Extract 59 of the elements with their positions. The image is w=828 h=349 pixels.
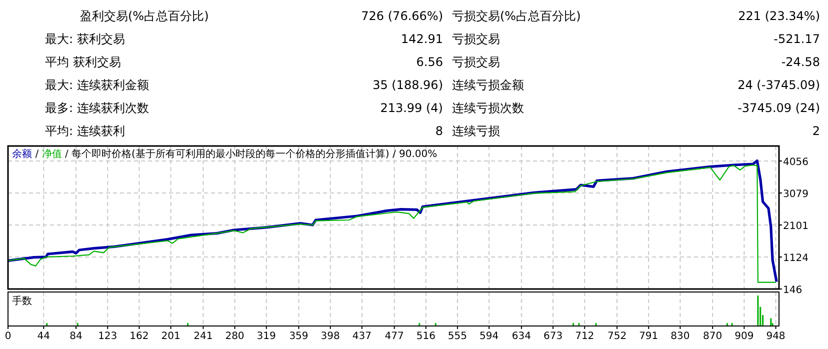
x-tick-label: 359	[289, 331, 308, 342]
text: 连续亏损金额	[452, 78, 524, 92]
text: 24 (-3745.09)	[738, 78, 820, 92]
y-tick-label: 3079	[783, 188, 808, 200]
x-tick-label: 555	[448, 331, 468, 342]
x-tick-label: 830	[670, 331, 690, 342]
y-tick-label: 4056	[783, 156, 808, 168]
text: 213.99 (4)	[380, 101, 443, 115]
x-tick-label: 594	[480, 331, 499, 342]
text: 6.56	[416, 55, 443, 69]
text: 亏损交易	[452, 55, 500, 69]
text: 726 (76.66%)	[361, 9, 443, 23]
text: 余额	[12, 148, 32, 160]
text: 最大: 连续获利金额	[45, 78, 149, 92]
text: -24.58	[781, 55, 820, 69]
x-tick-label: 870	[703, 331, 722, 342]
text: 净值	[42, 148, 62, 160]
x-tick-label: 909	[734, 331, 754, 342]
text: 142.91	[401, 32, 443, 46]
x-tick-label: 398	[320, 331, 340, 342]
x-tick-label: 319	[256, 331, 276, 342]
text: 连续亏损次数	[452, 101, 524, 115]
text: -521.17	[774, 32, 820, 46]
text: 平均: 连续获利	[45, 124, 125, 138]
text: 平均 获利交易	[45, 55, 121, 69]
x-tick-label: 673	[544, 331, 563, 342]
x-tick-label: 712	[575, 331, 594, 342]
x-tick-label: 201	[161, 331, 180, 342]
text: 35 (188.96)	[372, 78, 443, 92]
text: 亏损交易(%占总百分比)	[452, 9, 581, 23]
text: 2	[812, 124, 820, 138]
x-tick-label: 241	[194, 331, 213, 342]
x-tick-label: 948	[766, 331, 786, 342]
x-tick-label: 0	[4, 331, 12, 342]
y-tick-label: 146	[783, 285, 802, 296]
x-tick-label: 123	[98, 331, 118, 342]
x-tick-label: 162	[130, 331, 149, 342]
text: 连续亏损	[452, 124, 500, 138]
annotation: /	[35, 149, 42, 160]
x-tick-label: 752	[607, 331, 627, 342]
x-tick-label: 516	[416, 331, 436, 342]
text: 盈利交易(%占总百分比)	[80, 9, 209, 23]
text: 最大: 获利交易	[45, 32, 125, 46]
x-tick-label: 437	[352, 331, 372, 342]
x-tick-label: 477	[384, 331, 404, 342]
text: 最多: 连续获利次数	[45, 101, 149, 115]
text: 亏损交易	[452, 32, 500, 46]
y-tick-label: 2101	[783, 220, 808, 232]
x-tick-label: 634	[512, 331, 532, 342]
x-tick-label: 791	[639, 331, 658, 342]
y-tick-label: 1124	[783, 252, 808, 264]
x-tick-label: 44	[37, 331, 50, 342]
text: -3745.09 (24)	[738, 101, 820, 115]
text: 221 (23.34%)	[738, 9, 820, 23]
y-axis-title: 手数	[12, 295, 32, 307]
text: 8	[435, 124, 443, 138]
chart-title: / 每个即时价格(基于所有可利用的最小时段的每一个价格的分形插值计算) / 90.00%	[64, 148, 438, 160]
x-tick-label: 280	[225, 331, 244, 342]
x-tick-label: 84	[70, 331, 82, 342]
